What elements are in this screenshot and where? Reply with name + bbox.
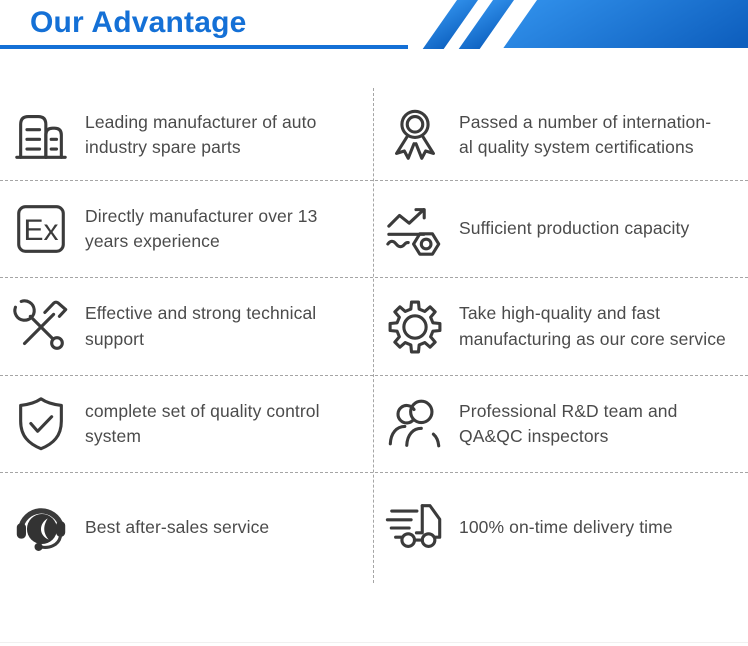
advantage-text: Take high-quality and fast manufacturing… [459, 303, 726, 349]
advantage-row: complete set of quality control system P… [0, 376, 748, 473]
center-column-divider [373, 88, 374, 583]
advantage-cell-experience: Ex Directly manufacturer over 13 years e… [0, 181, 374, 277]
advantage-row: Best after-sales service 100% on-time de… [0, 473, 748, 583]
advantage-text: 100% on-time delivery time [459, 517, 673, 538]
ex-box-icon: Ex [9, 198, 72, 261]
advantage-cell-certifications: Passed a number of internation- al quali… [374, 90, 748, 180]
advantage-row: Leading manufacturer of auto industry sp… [0, 90, 748, 181]
advantage-row: Effective and strong technical support T… [0, 278, 748, 376]
advantages-grid: Leading manufacturer of auto industry sp… [0, 90, 748, 583]
advantage-text: Leading manufacturer of auto industry sp… [85, 111, 317, 157]
gear-icon [383, 295, 446, 358]
headset-icon [9, 497, 72, 560]
ex-label: Ex [23, 214, 58, 247]
team-icon [383, 393, 446, 456]
tools-icon [9, 295, 72, 358]
advantage-cell-team: Professional R&D team and QA&QC inspecto… [374, 376, 748, 472]
advantage-text: Professional R&D team and QA&QC inspecto… [459, 400, 678, 446]
advantage-cell-core-service: Take high-quality and fast manufacturing… [374, 278, 748, 375]
advantage-cell-delivery: 100% on-time delivery time [374, 473, 748, 583]
advantage-text: Passed a number of internation- al quali… [459, 111, 712, 157]
advantage-text: Sufficient production capacity [459, 218, 690, 239]
bottom-divider-line [0, 642, 748, 643]
title-underline-bar [0, 45, 408, 49]
page-title: Our Advantage [30, 6, 247, 39]
medal-icon [383, 104, 446, 167]
advantage-text: Directly manufacturer over 13 years expe… [85, 205, 318, 251]
advantage-text: Effective and strong technical support [85, 303, 317, 349]
advantage-row: Ex Directly manufacturer over 13 years e… [0, 181, 748, 278]
header-banner-ribbon [503, 0, 748, 48]
advantage-cell-capacity: Sufficient production capacity [374, 181, 748, 277]
advantage-cell-quality-control: complete set of quality control system [0, 376, 374, 472]
advantage-text: Best after-sales service [85, 517, 270, 538]
advantage-cell-manufacturer: Leading manufacturer of auto industry sp… [0, 90, 374, 180]
shield-check-icon [9, 393, 72, 456]
advantage-cell-technical-support: Effective and strong technical support [0, 278, 374, 375]
building-icon [9, 104, 72, 167]
truck-icon [383, 497, 446, 560]
production-chart-icon [383, 198, 446, 261]
advantage-text: complete set of quality control system [85, 400, 320, 446]
advantage-cell-after-sales: Best after-sales service [0, 473, 374, 583]
